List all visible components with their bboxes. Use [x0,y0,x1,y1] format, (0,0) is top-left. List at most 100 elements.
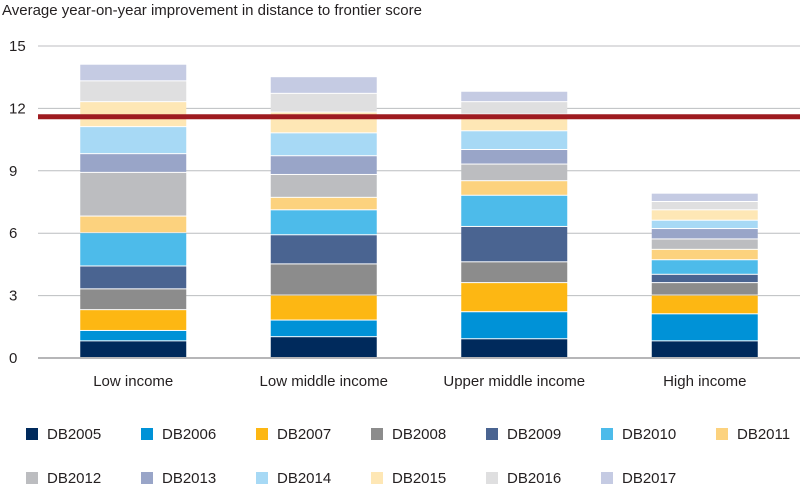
x-tick-label: High income [663,373,746,390]
legend-label: DB2005 [47,425,102,443]
x-tick-label: Low middle income [260,373,388,390]
bar-segment-db2012 [651,239,758,249]
legend-swatch [26,428,38,440]
bar-segment-db2007 [651,295,758,314]
bar-segment-db2013 [461,150,568,164]
bar-segment-db2010 [461,195,568,226]
bar-segment-db2012 [461,164,568,181]
legend-swatch [716,428,728,440]
legend-label: DB2017 [622,469,677,487]
bar-segment-db2011 [651,249,758,260]
legend-item-db2012: DB2012 [26,468,101,488]
bar-segment-db2009 [270,235,377,264]
legend-label: DB2015 [392,469,447,487]
bar-segment-db2017 [461,91,568,102]
legend-item-db2017: DB2017 [601,468,676,488]
legend-label: DB2016 [507,469,562,487]
legend-swatch [486,428,498,440]
bar-segment-db2014 [270,133,377,156]
bar-segment-db2011 [461,181,568,195]
bar-segment-db2006 [651,314,758,341]
bar-segment-db2005 [651,341,758,357]
bar-segment-db2016 [80,81,187,102]
legend-label: DB2008 [392,425,447,443]
bar-segment-db2011 [270,197,377,210]
bar-segment-db2013 [270,156,377,174]
bar-segment-db2006 [461,312,568,339]
bar-segment-db2007 [461,283,568,312]
legend-swatch [371,428,383,440]
bar-segment-db2015 [80,102,187,127]
y-tick-label: 6 [9,225,17,242]
bar-segment-db2014 [80,127,187,154]
bar-segment-db2017 [651,193,758,201]
bar-segment-db2010 [80,233,187,266]
bar-segment-db2013 [80,154,187,172]
bar-segment-db2014 [651,220,758,229]
legend-item-db2010: DB2010 [601,424,676,444]
bar-segment-db2007 [270,295,377,320]
bar-segment-db2006 [80,330,187,341]
legend-swatch [601,472,613,484]
bar-segment-db2008 [80,289,187,310]
bar-segment-db2016 [270,93,377,112]
legend-item-db2009: DB2009 [486,424,561,444]
legend-item-db2007: DB2007 [256,424,331,444]
bar-segment-db2005 [80,341,187,357]
legend-item-db2016: DB2016 [486,468,561,488]
legend-swatch [256,472,268,484]
bar-segment-db2010 [270,210,377,235]
bar-segment-db2008 [270,264,377,295]
bar-segment-db2017 [80,64,187,81]
bar-segment-db2006 [270,320,377,337]
legend-label: DB2012 [47,469,102,487]
legend-label: DB2011 [737,425,791,443]
legend-label: DB2007 [277,425,332,443]
bars [80,64,758,357]
legend-item-db2015: DB2015 [371,468,446,488]
legend-item-db2014: DB2014 [256,468,331,488]
legend-swatch [256,428,268,440]
bar-segment-db2012 [80,172,187,216]
legend-item-db2005: DB2005 [26,424,101,444]
y-tick-label: 9 [9,163,17,180]
y-tick-label: 12 [9,100,26,117]
bar-segment-db2017 [270,77,377,93]
y-tick-label: 0 [9,350,17,367]
legend-swatch [371,472,383,484]
legend-item-db2011: DB2011 [716,424,790,444]
legend-label: DB2014 [277,469,332,487]
legend-swatch [486,472,498,484]
bar-segment-db2008 [461,262,568,283]
y-tick-label: 15 [9,38,26,55]
bar-segment-db2008 [651,283,758,295]
bar-segment-db2011 [80,216,187,233]
legend-item-db2008: DB2008 [371,424,446,444]
legend-swatch [26,472,38,484]
chart-title: Average year-on-year improvement in dist… [2,2,422,19]
bar-segment-db2010 [651,260,758,274]
legend-label: DB2006 [162,425,217,443]
bar-segment-db2005 [270,337,377,357]
legend-swatch [141,472,153,484]
axis-labels: 0 3 6 9 12 15 Low income Low middle income Upper… [9,38,746,390]
legend-label: DB2010 [622,425,677,443]
stacked-bar-chart: 0 3 6 9 12 15 Low income Low middle income Upper… [9,38,800,390]
legend-swatch [141,428,153,440]
bar-segment-db2005 [461,339,568,357]
bar-segment-db2009 [651,274,758,283]
y-tick-label: 3 [9,288,17,305]
bar-segment-db2007 [80,310,187,330]
bar-segment-db2016 [461,102,568,114]
legend-label: DB2013 [162,469,217,487]
x-tick-label: Low income [93,373,173,390]
bar-segment-db2009 [80,266,187,289]
legend-item-db2006: DB2006 [141,424,216,444]
bar-segment-db2016 [651,202,758,210]
legend-label: DB2009 [507,425,562,443]
x-tick-label: Upper middle income [443,373,585,390]
bar-segment-db2014 [461,131,568,149]
legend-item-db2013: DB2013 [141,468,216,488]
bar-segment-db2015 [651,210,758,220]
legend-swatch [601,428,613,440]
